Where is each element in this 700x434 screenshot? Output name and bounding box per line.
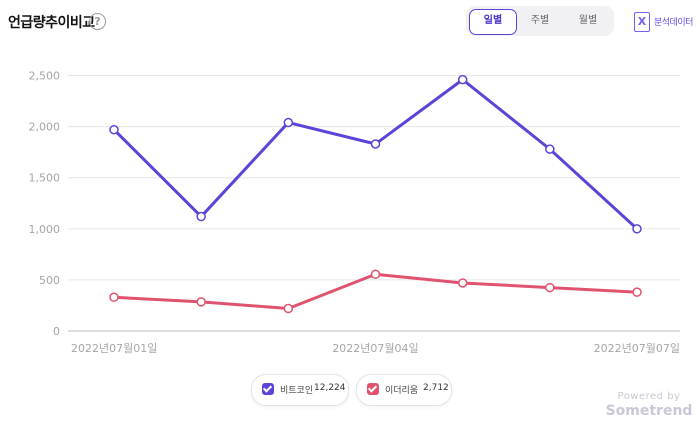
- help-icon[interactable]: ?: [89, 13, 106, 30]
- period-tabs: 일별 주별 월별: [466, 6, 614, 36]
- data-point: [457, 278, 468, 288]
- data-point: [545, 282, 555, 293]
- data-point: [545, 144, 555, 154]
- series-points: [109, 74, 642, 314]
- y-tick-label: 2,000: [29, 121, 61, 134]
- chart-header: 언급량추이비교 ? 일별 주별 월별 X 분석데이터: [0, 0, 700, 44]
- x-axis: 2022년07월01일 2022년07월04일 2022년07월07일: [71, 341, 680, 355]
- data-point: [632, 287, 642, 297]
- tab-weekly[interactable]: 주별: [530, 15, 550, 26]
- legend-series-total: 12,224: [314, 383, 346, 393]
- y-tick-label: 1,000: [29, 223, 61, 236]
- checkbox-icon: [262, 383, 274, 395]
- tab-daily[interactable]: 일별: [469, 9, 517, 35]
- y-tick-label: 2,500: [29, 70, 61, 83]
- x-tick-label: 2022년07월04일: [332, 341, 418, 355]
- y-tick-label: 0: [53, 325, 60, 338]
- legend-item-bitcoin[interactable]: 비트코인 12,224: [251, 374, 349, 406]
- data-point: [370, 269, 381, 280]
- excel-icon: X: [634, 12, 650, 32]
- y-axis: 0 500 1,000 1,500 2,000 2,500: [29, 70, 61, 338]
- x-tick-label: 2022년07월01일: [71, 341, 157, 355]
- series-line-0: [112, 78, 639, 230]
- legend-series-total: 2,712: [423, 383, 449, 393]
- x-tick-label: 2022년07월07일: [594, 341, 680, 355]
- data-point: [283, 303, 294, 314]
- data-point: [632, 224, 642, 234]
- data-point: [109, 292, 119, 303]
- legend-series-name: 이더리움: [385, 386, 419, 396]
- tab-monthly[interactable]: 월별: [578, 15, 598, 26]
- data-point: [370, 139, 381, 149]
- legend-series-name: 비트코인: [280, 386, 314, 396]
- download-data-label: 분석데이터: [654, 18, 693, 28]
- powered-by-logo: Powered by Sometrend: [604, 391, 694, 419]
- data-point: [109, 124, 119, 135]
- checkbox-icon: [367, 383, 379, 395]
- chart-legend: 비트코인 12,224 이더리움 2,712: [0, 374, 700, 406]
- brand-name: Sometrend: [605, 403, 693, 419]
- data-point: [457, 74, 468, 85]
- data-point: [283, 117, 294, 128]
- data-point: [196, 297, 206, 307]
- powered-by-text: Powered by: [617, 391, 681, 402]
- grid-lines: [68, 75, 680, 332]
- y-tick-label: 500: [39, 274, 60, 287]
- y-tick-label: 1,500: [29, 172, 61, 185]
- chart-title: 언급량추이비교: [8, 15, 95, 31]
- data-point: [196, 211, 206, 222]
- legend-item-ethereum[interactable]: 이더리움 2,712: [356, 374, 452, 406]
